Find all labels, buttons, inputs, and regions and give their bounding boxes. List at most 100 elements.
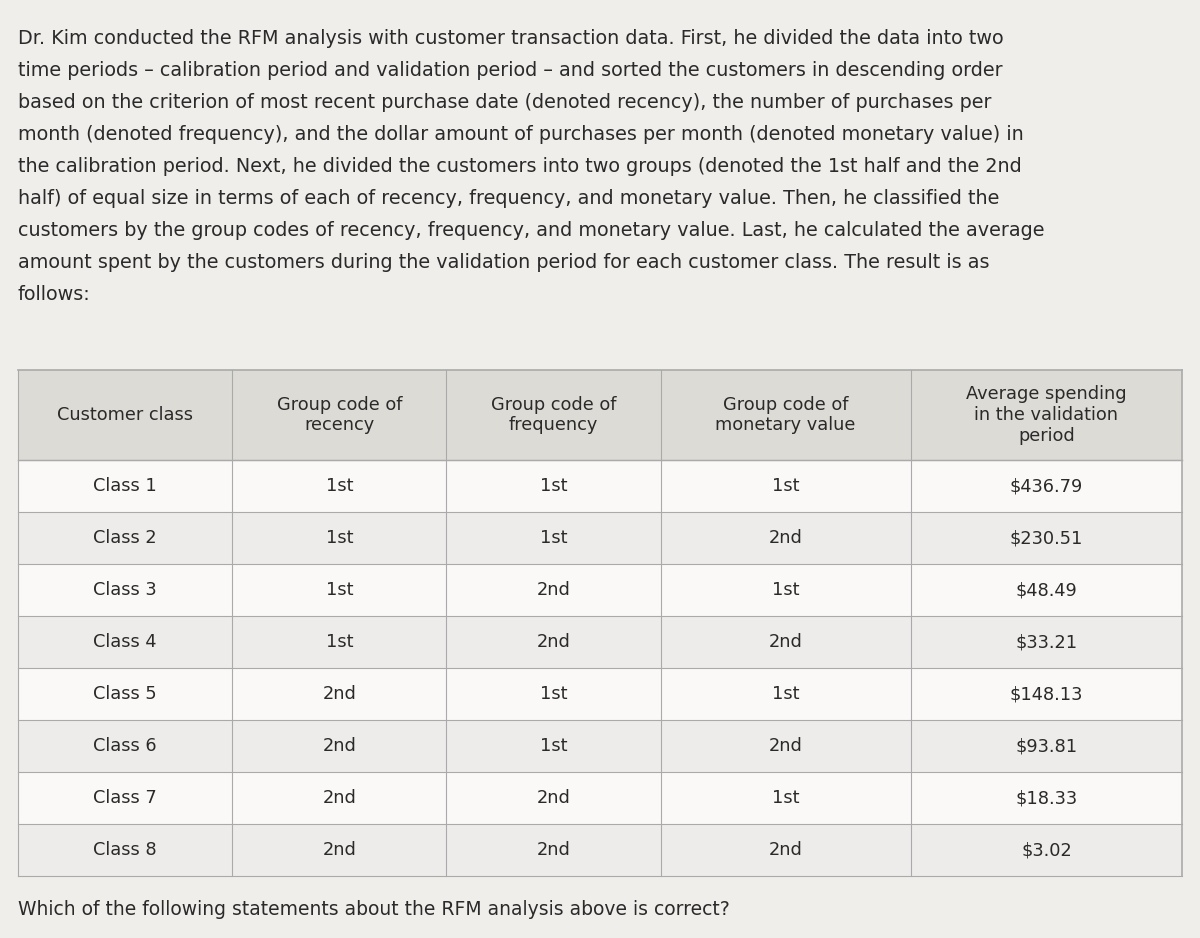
- Text: Class 4: Class 4: [94, 633, 157, 651]
- Bar: [446, 824, 660, 876]
- Bar: [911, 460, 1182, 512]
- Text: 2nd: 2nd: [769, 633, 803, 651]
- Text: Average spending
in the validation
period: Average spending in the validation perio…: [966, 386, 1127, 445]
- Bar: [660, 720, 911, 772]
- Bar: [446, 668, 660, 720]
- Bar: [660, 460, 911, 512]
- Text: 2nd: 2nd: [536, 789, 570, 807]
- Text: 1st: 1st: [325, 581, 353, 599]
- Text: 1st: 1st: [772, 789, 799, 807]
- Text: Class 8: Class 8: [94, 841, 157, 859]
- Text: month (denoted frequency), and the dollar amount of purchases per month (denoted: month (denoted frequency), and the dolla…: [18, 125, 1024, 144]
- Bar: [18, 460, 232, 512]
- Bar: [660, 370, 911, 460]
- Text: $33.21: $33.21: [1015, 633, 1078, 651]
- Text: customers by the group codes of recency, frequency, and monetary value. Last, he: customers by the group codes of recency,…: [18, 220, 1044, 239]
- Bar: [660, 512, 911, 564]
- Bar: [18, 668, 232, 720]
- Text: 2nd: 2nd: [536, 633, 570, 651]
- Bar: [18, 824, 232, 876]
- Text: $18.33: $18.33: [1015, 789, 1078, 807]
- Text: half) of equal size in terms of each of recency, frequency, and monetary value. : half) of equal size in terms of each of …: [18, 189, 1000, 207]
- Bar: [232, 772, 446, 824]
- Text: 1st: 1st: [772, 581, 799, 599]
- Bar: [911, 772, 1182, 824]
- Bar: [660, 616, 911, 668]
- Bar: [232, 824, 446, 876]
- Text: 2nd: 2nd: [536, 581, 570, 599]
- Text: Dr. Kim conducted the RFM analysis with customer transaction data. First, he div: Dr. Kim conducted the RFM analysis with …: [18, 28, 1003, 48]
- Bar: [18, 616, 232, 668]
- Text: 2nd: 2nd: [323, 685, 356, 703]
- Text: 2nd: 2nd: [769, 737, 803, 755]
- Text: 2nd: 2nd: [323, 789, 356, 807]
- Text: 2nd: 2nd: [769, 529, 803, 547]
- Text: 1st: 1st: [540, 685, 568, 703]
- Text: 1st: 1st: [325, 529, 353, 547]
- Text: $48.49: $48.49: [1015, 581, 1078, 599]
- Bar: [911, 370, 1182, 460]
- Bar: [911, 512, 1182, 564]
- Text: Class 7: Class 7: [94, 789, 157, 807]
- Text: $148.13: $148.13: [1009, 685, 1084, 703]
- Text: 1st: 1st: [540, 477, 568, 495]
- Bar: [232, 564, 446, 616]
- Bar: [446, 772, 660, 824]
- Text: based on the criterion of most recent purchase date (denoted recency), the numbe: based on the criterion of most recent pu…: [18, 93, 991, 112]
- Bar: [911, 668, 1182, 720]
- Bar: [660, 564, 911, 616]
- Bar: [232, 720, 446, 772]
- Bar: [18, 512, 232, 564]
- Bar: [911, 564, 1182, 616]
- Text: Class 5: Class 5: [94, 685, 157, 703]
- Bar: [446, 616, 660, 668]
- Text: Class 1: Class 1: [94, 477, 157, 495]
- Bar: [911, 616, 1182, 668]
- Bar: [232, 512, 446, 564]
- Text: Group code of
frequency: Group code of frequency: [491, 396, 616, 434]
- Text: 1st: 1st: [540, 529, 568, 547]
- Text: follows:: follows:: [18, 284, 91, 304]
- Text: 2nd: 2nd: [536, 841, 570, 859]
- Text: 1st: 1st: [540, 737, 568, 755]
- Bar: [446, 720, 660, 772]
- Text: time periods – calibration period and validation period – and sorted the custome: time periods – calibration period and va…: [18, 60, 1003, 80]
- Text: 2nd: 2nd: [769, 841, 803, 859]
- Bar: [911, 824, 1182, 876]
- Text: Which of the following statements about the RFM analysis above is correct?: Which of the following statements about …: [18, 900, 730, 918]
- Text: amount spent by the customers during the validation period for each customer cla: amount spent by the customers during the…: [18, 252, 990, 271]
- Bar: [232, 668, 446, 720]
- Text: Customer class: Customer class: [58, 406, 193, 424]
- Bar: [660, 824, 911, 876]
- Bar: [660, 772, 911, 824]
- Text: $230.51: $230.51: [1009, 529, 1084, 547]
- Bar: [18, 564, 232, 616]
- Text: Class 3: Class 3: [94, 581, 157, 599]
- Text: 1st: 1st: [325, 477, 353, 495]
- Bar: [446, 512, 660, 564]
- Bar: [18, 772, 232, 824]
- Text: Group code of
monetary value: Group code of monetary value: [715, 396, 856, 434]
- Text: 1st: 1st: [325, 633, 353, 651]
- Bar: [232, 460, 446, 512]
- Bar: [911, 720, 1182, 772]
- Text: Class 2: Class 2: [94, 529, 157, 547]
- Text: Class 6: Class 6: [94, 737, 157, 755]
- Bar: [446, 564, 660, 616]
- Bar: [660, 668, 911, 720]
- Text: the calibration period. Next, he divided the customers into two groups (denoted : the calibration period. Next, he divided…: [18, 157, 1021, 175]
- Bar: [18, 720, 232, 772]
- Text: Group code of
recency: Group code of recency: [276, 396, 402, 434]
- Bar: [232, 616, 446, 668]
- Bar: [446, 370, 660, 460]
- Text: $3.02: $3.02: [1021, 841, 1072, 859]
- Text: 2nd: 2nd: [323, 737, 356, 755]
- Text: 2nd: 2nd: [323, 841, 356, 859]
- Text: $436.79: $436.79: [1009, 477, 1084, 495]
- Text: $93.81: $93.81: [1015, 737, 1078, 755]
- Bar: [18, 370, 232, 460]
- Bar: [232, 370, 446, 460]
- Text: 1st: 1st: [772, 477, 799, 495]
- Text: 1st: 1st: [772, 685, 799, 703]
- Bar: [446, 460, 660, 512]
